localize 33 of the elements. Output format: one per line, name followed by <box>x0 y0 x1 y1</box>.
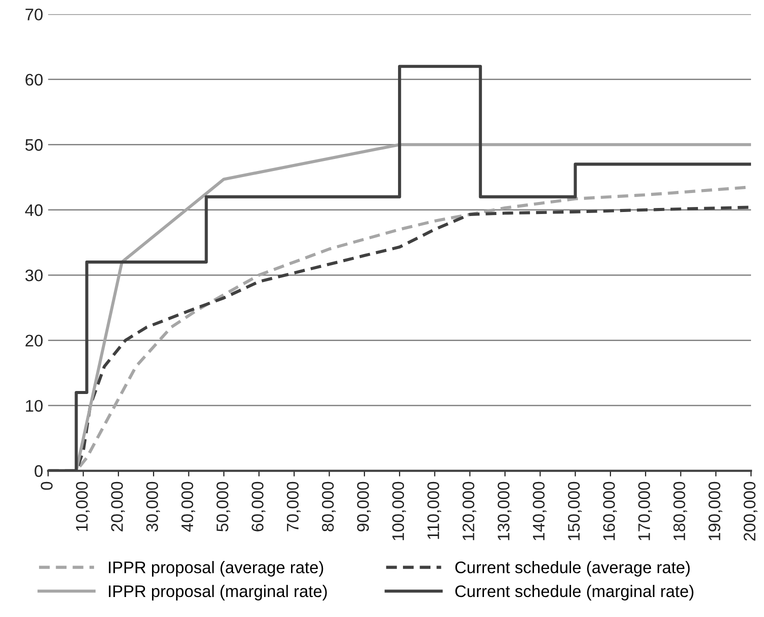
legend-label: IPPR proposal (marginal rate) <box>108 584 327 600</box>
x-tick-label: 90,000 <box>357 482 371 532</box>
x-tick-label: 130,000 <box>498 482 512 540</box>
x-tick-label: 0 <box>40 482 53 490</box>
legend-label: Current schedule (marginal rate) <box>455 584 694 600</box>
x-tick-label: 170,000 <box>638 482 652 540</box>
x-tick-label: 150,000 <box>568 482 582 540</box>
x-tick-label: 10,000 <box>76 482 90 531</box>
x-tick-label: 30,000 <box>146 482 160 532</box>
y-tick-label: 40 <box>25 204 43 216</box>
x-tick-label: 20,000 <box>111 482 125 532</box>
x-tick-label: 100,000 <box>392 482 406 540</box>
y-tick-label: 50 <box>25 139 43 151</box>
x-tick-label: 80,000 <box>322 482 336 532</box>
y-tick-label: 60 <box>26 74 43 86</box>
x-tick-label: 200,000 <box>744 482 758 541</box>
y-tick-label: 10 <box>26 400 43 412</box>
x-tick-label: 70,000 <box>286 482 301 532</box>
legend-label: IPPR proposal (average rate) <box>108 561 324 577</box>
legend-label: Current schedule (average rate) <box>455 561 690 577</box>
x-tick-label: 40,000 <box>181 482 196 532</box>
y-tick-label: 0 <box>34 465 43 477</box>
y-tick-label: 20 <box>26 334 43 347</box>
x-tick-label: 60,000 <box>252 482 266 532</box>
x-tick-label: 110,000 <box>427 482 442 539</box>
x-tick-label: 190,000 <box>708 482 722 540</box>
x-tick-label: 50,000 <box>216 482 230 532</box>
x-tick-label: 140,000 <box>532 482 547 540</box>
x-tick-label: 160,000 <box>603 482 617 540</box>
x-tick-label: 120,000 <box>462 482 476 540</box>
y-tick-label: 30 <box>25 269 43 282</box>
y-tick-label: 70 <box>26 8 43 20</box>
x-tick-label: 180,000 <box>673 482 688 540</box>
